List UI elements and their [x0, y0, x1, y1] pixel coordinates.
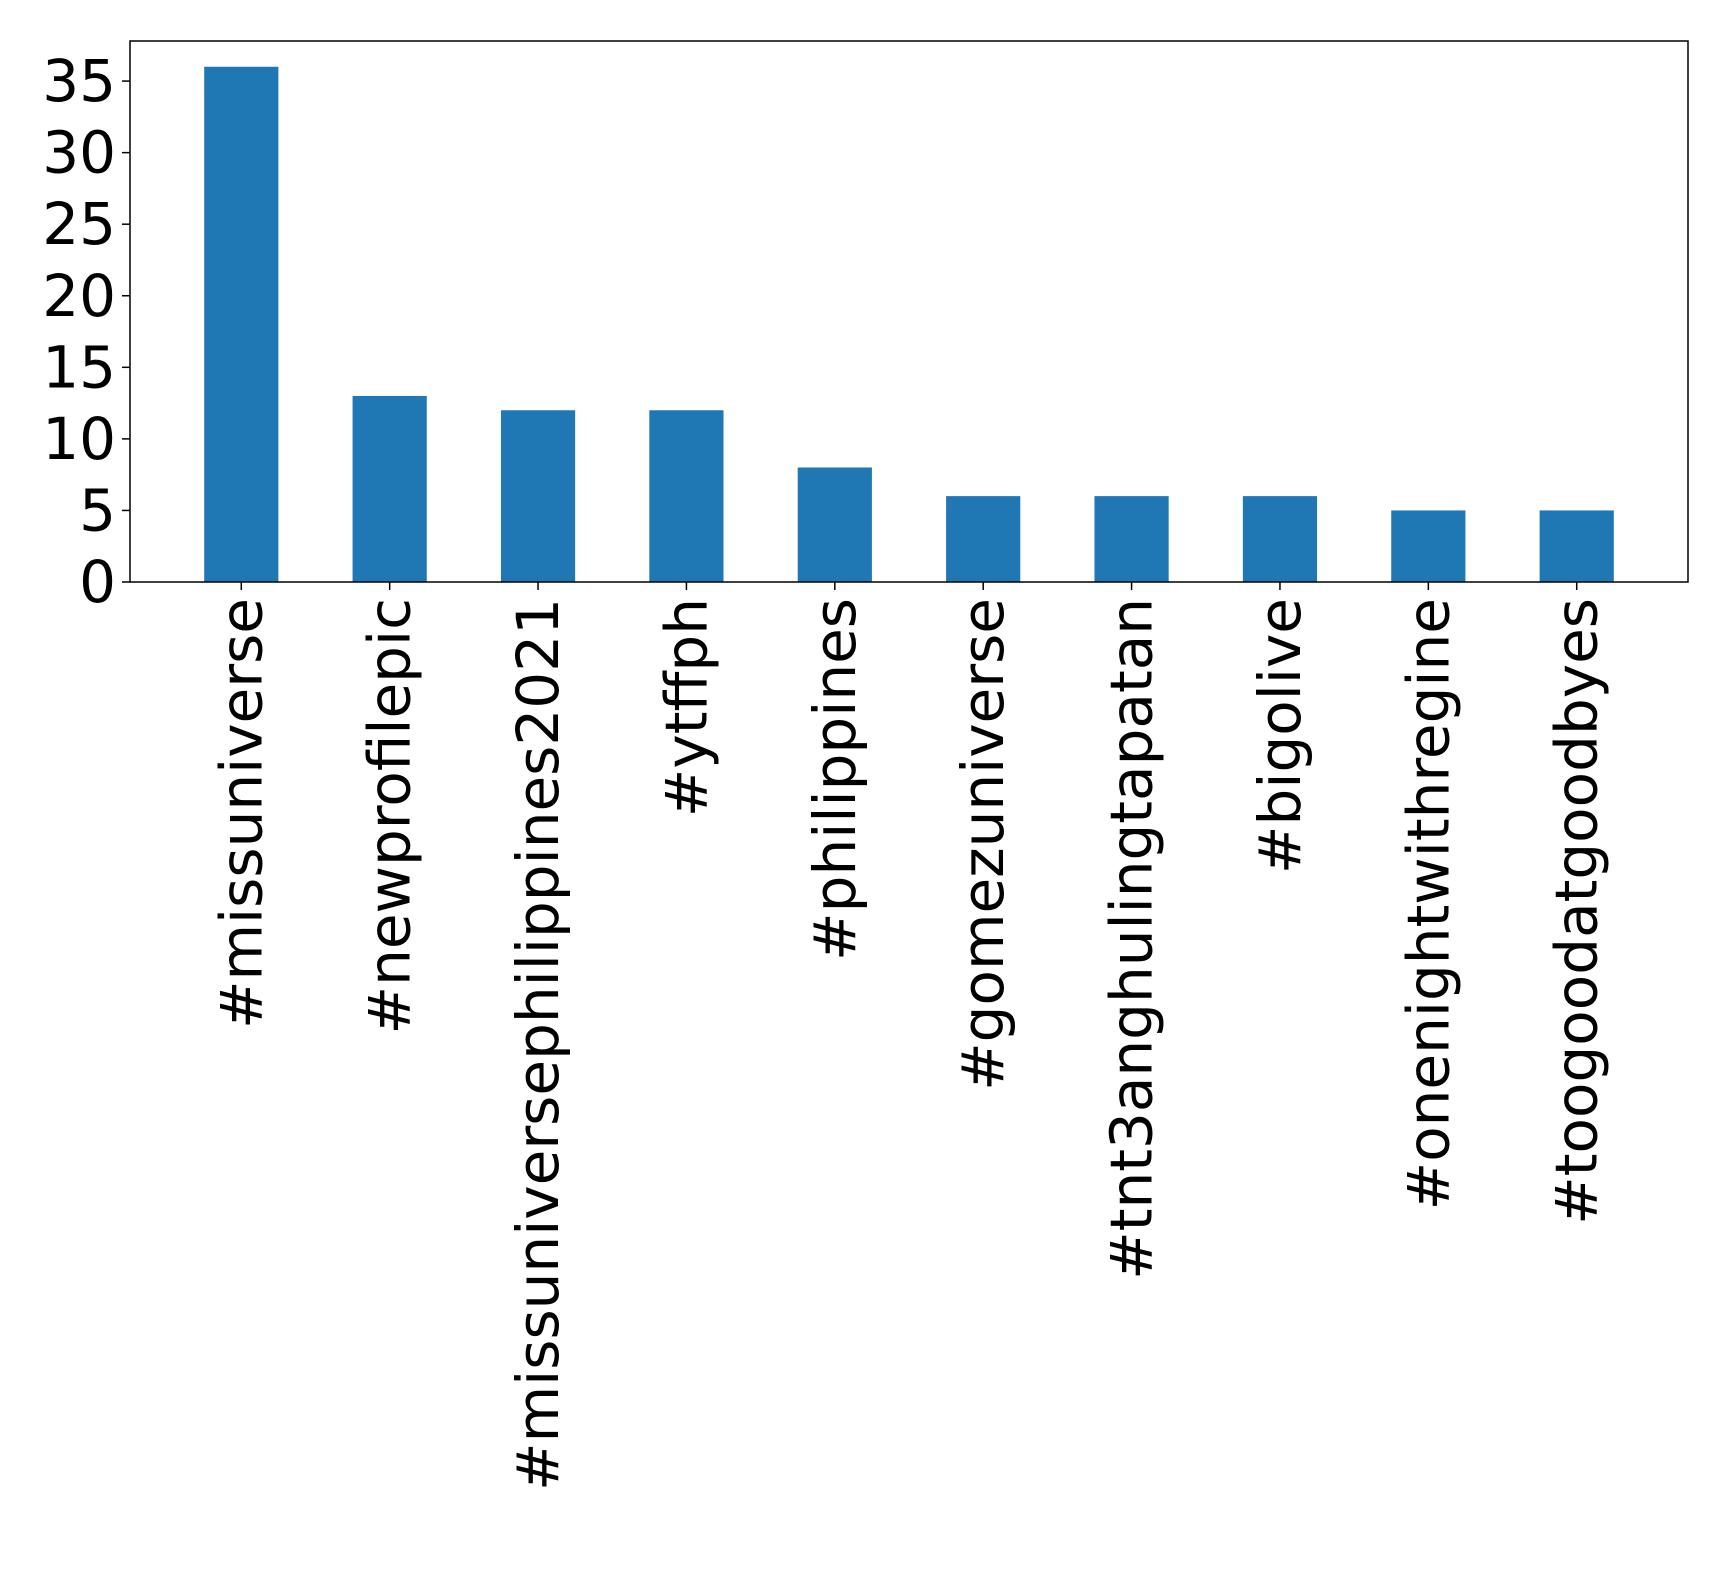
x-tick-label: #ytffph — [652, 598, 720, 817]
x-tick-label: #toogoodatgoodbyes — [1543, 598, 1611, 1225]
x-tick-label: #onenightwithregine — [1394, 598, 1462, 1210]
y-tick-label: 0 — [79, 548, 116, 616]
bar-gomezuniverse — [946, 496, 1021, 582]
y-tick-label: 10 — [42, 405, 116, 473]
x-tick-label: #philippines — [801, 598, 869, 961]
bar-tnt3anghulingtapatan — [1094, 496, 1169, 582]
x-tick-label: #tnt3anghulingtapatan — [1098, 598, 1166, 1280]
bar-missuniversephilippines2021 — [500, 410, 576, 582]
bar-bigolive — [1242, 496, 1318, 582]
x-tick-label: #missuniverse — [207, 598, 275, 1029]
x-tick-label: #gomezuniverse — [949, 598, 1017, 1091]
x-tick-label: #newprofilepic — [356, 598, 424, 1035]
x-tick-label: #bigolive — [1246, 598, 1314, 874]
y-tick-label: 30 — [42, 119, 116, 187]
plot-frame — [129, 40, 1689, 583]
x-axis-ticks: #missuniverse #newprofilepic #missuniverse… — [207, 582, 1611, 1491]
bar-newprofilepic — [352, 395, 427, 582]
bar-philippines — [797, 467, 872, 582]
y-tick-label: 5 — [79, 476, 116, 544]
x-tick-label: #missuniversephilippines2021 — [504, 598, 572, 1491]
y-tick-label: 35 — [42, 47, 116, 115]
bar-missuniverse — [204, 66, 279, 582]
bar-toogoodatgoodbyes — [1539, 510, 1614, 582]
y-tick-label: 25 — [42, 190, 116, 258]
bars-group — [204, 66, 1614, 582]
bar-ytffph — [649, 410, 724, 582]
y-tick-label: 20 — [42, 262, 116, 330]
bar-onenightwithregine — [1391, 510, 1466, 582]
y-tick-label: 15 — [42, 333, 116, 401]
